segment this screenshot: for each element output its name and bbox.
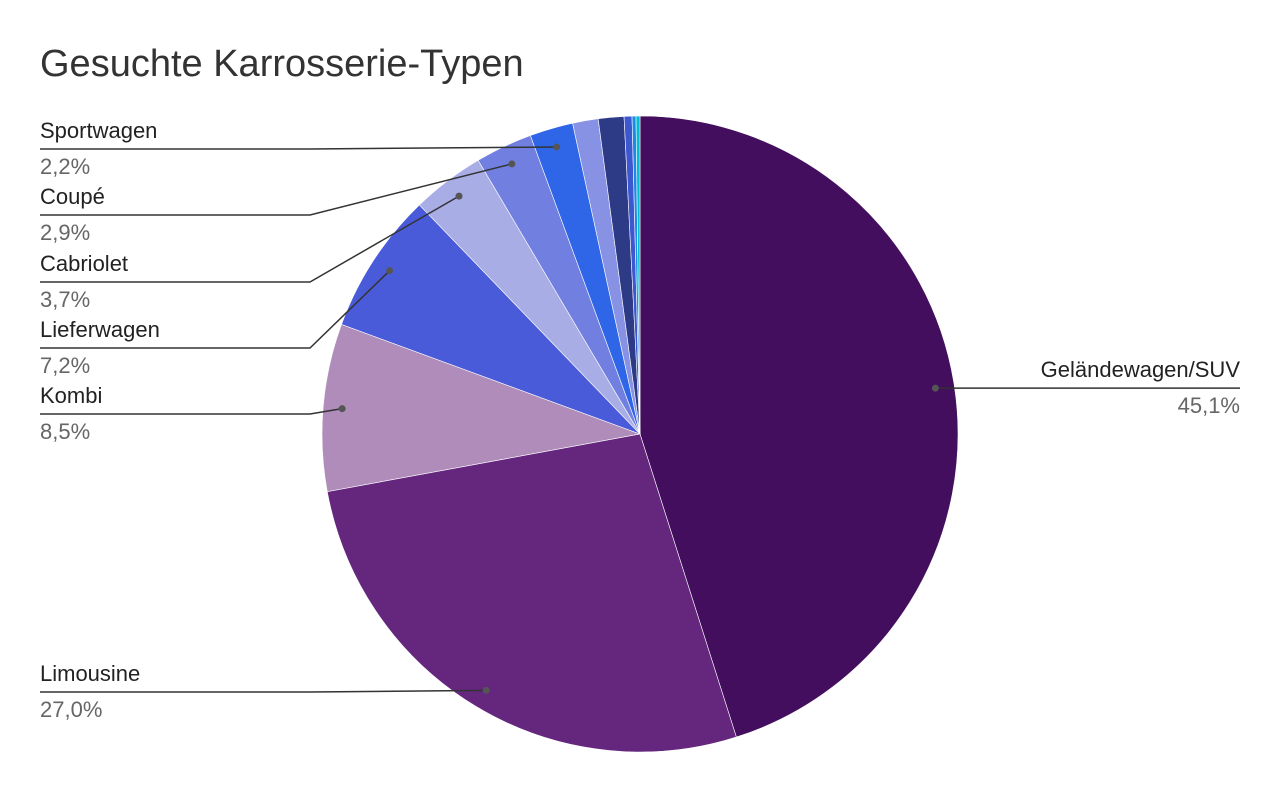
- slice-label: Limousine: [40, 661, 140, 686]
- chart-title: Gesuchte Karrosserie-Typen: [40, 43, 524, 85]
- slice-label: Coupé: [40, 184, 105, 209]
- pie-slice: [326, 433, 737, 753]
- slice-value-label: 2,2%: [40, 154, 90, 179]
- slice-value-label: 27,0%: [40, 697, 102, 722]
- pie-slice: [321, 324, 642, 492]
- pie-slice: [341, 204, 641, 435]
- slice-value-label: 3,7%: [40, 287, 90, 312]
- leader-dot: [338, 405, 346, 413]
- slice-label: Cabriolet: [40, 251, 128, 276]
- slice-value-label: 8,5%: [40, 419, 90, 444]
- pie-slice: [639, 115, 959, 738]
- slice-value-label: 7,2%: [40, 353, 90, 378]
- leader-dot: [386, 267, 394, 275]
- slice-label: Sportwagen: [40, 118, 157, 143]
- leader-line: [40, 146, 557, 150]
- leader-line: [40, 270, 391, 349]
- slice-label: Lieferwagen: [40, 317, 160, 342]
- slice-value-label: 2,9%: [40, 220, 90, 245]
- leader-dot: [931, 384, 939, 392]
- slice-value-label: 45,1%: [1178, 393, 1240, 418]
- leader-line: [40, 689, 487, 693]
- slice-label: Kombi: [40, 383, 102, 408]
- leader-line: [40, 407, 343, 415]
- leader-dot: [553, 143, 561, 151]
- leader-dot: [455, 192, 463, 200]
- slice-label: Geländewagen/SUV: [1041, 357, 1241, 382]
- leader-line: [40, 163, 513, 216]
- pie-slice: [635, 115, 641, 435]
- leader-dot: [482, 686, 490, 694]
- leader-dot: [508, 160, 516, 168]
- leader-line: [40, 195, 460, 283]
